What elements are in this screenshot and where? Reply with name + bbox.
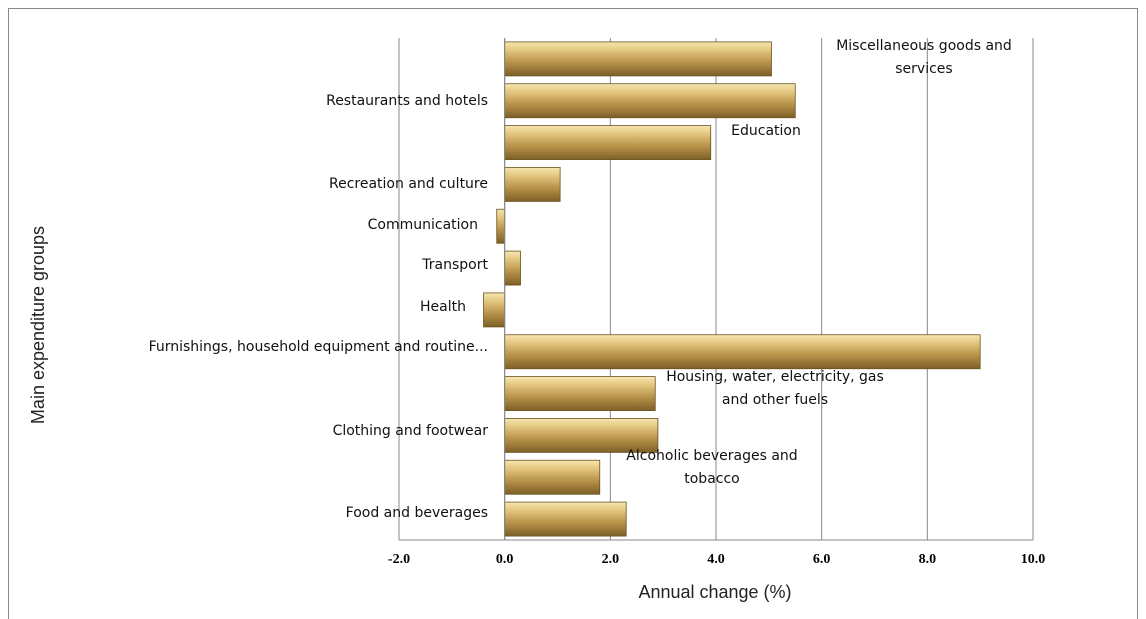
y-axis-title: Main expenditure groups	[28, 226, 48, 424]
bar	[504, 418, 659, 453]
y-tick-label: Miscellaneous goods and services	[836, 38, 1012, 77]
bar	[504, 501, 627, 537]
y-tick-label: Alcoholic beverages and tobacco	[626, 448, 798, 487]
bar	[496, 208, 506, 244]
x-tick-label: 0.0	[496, 552, 514, 567]
x-tick-label: 10.0	[1021, 552, 1046, 567]
y-tick-label: Food and beverages	[345, 505, 488, 521]
frame	[8, 8, 1138, 619]
y-tick-label: Education	[731, 123, 801, 139]
x-tick-label: 4.0	[707, 552, 725, 567]
y-tick-label: Furnishings, household equipment and rou…	[148, 339, 488, 355]
bar	[504, 376, 656, 411]
y-tick-label: Recreation and culture	[329, 176, 488, 192]
y-tick-label: Restaurants and hotels	[326, 93, 488, 109]
y-tick-label: Health	[420, 299, 466, 315]
x-tick-label: 8.0	[919, 552, 937, 567]
bar	[504, 41, 772, 77]
bar	[504, 459, 601, 495]
bar	[483, 292, 506, 328]
y-tick-label: Transport	[422, 257, 488, 273]
bar	[504, 83, 796, 119]
bar	[504, 334, 981, 370]
y-tick-label: Communication	[367, 217, 478, 233]
bar	[504, 125, 712, 160]
bar	[504, 250, 521, 286]
x-tick-label: 6.0	[813, 552, 831, 567]
y-tick-label: Housing, water, electricity, gas and oth…	[666, 369, 884, 408]
x-tick-label: 2.0	[602, 552, 620, 567]
bar	[504, 167, 561, 202]
y-tick-label: Clothing and footwear	[332, 423, 488, 439]
x-tick-label: -2.0	[388, 552, 410, 567]
x-axis-title: Annual change (%)	[638, 582, 791, 602]
